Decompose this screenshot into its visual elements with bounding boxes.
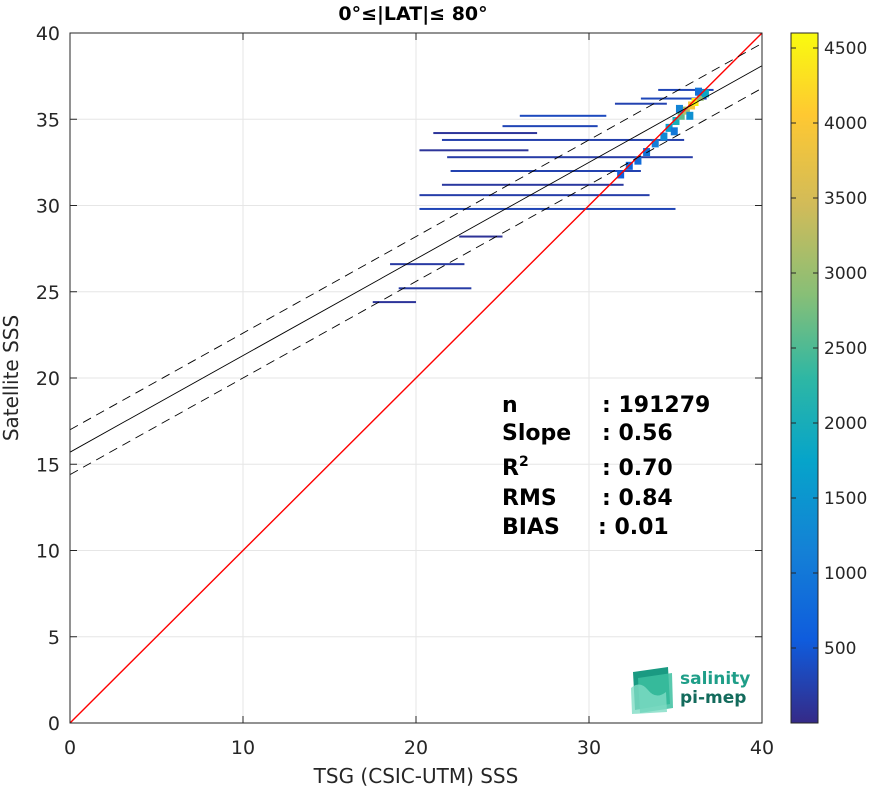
- stat-label-superscript: 2: [519, 454, 529, 470]
- density-cell: [651, 139, 659, 148]
- x-tick-label: 40: [750, 737, 774, 759]
- logo-text-line2: pi-mep: [680, 688, 746, 708]
- colorbar-tick-label: 3000: [824, 264, 867, 284]
- density-segment: [459, 235, 503, 238]
- stat-value: : 191279: [602, 393, 710, 418]
- stat-value: : 0.84: [602, 486, 673, 511]
- y-axis-label: Satellite SSS: [0, 315, 23, 441]
- y-tick-label: 35: [36, 109, 60, 131]
- density-segment: [390, 263, 465, 266]
- density-cell: [660, 132, 668, 141]
- colorbar-tick-label: 3500: [824, 189, 867, 209]
- grid: [70, 33, 762, 723]
- y-tick-label: 10: [36, 541, 60, 563]
- density-segment: [658, 88, 714, 91]
- density-segment: [433, 132, 538, 135]
- stat-value: : 0.01: [598, 515, 669, 540]
- stat-value: : 0.70: [602, 456, 673, 481]
- colorbar-tick-label: 1000: [824, 564, 867, 584]
- density-segment: [447, 156, 693, 159]
- fit-upper-line: [69, 42, 763, 431]
- regression-lines: [69, 32, 763, 724]
- density-segment: [450, 170, 641, 172]
- colorbar-tick-label: 4500: [824, 39, 867, 59]
- density-cell: [677, 111, 685, 120]
- stat-label: RMS: [502, 486, 557, 511]
- fit-line: [69, 65, 763, 453]
- x-tick-label: 10: [231, 737, 255, 759]
- density-cell: [634, 156, 642, 165]
- density-segment: [502, 125, 598, 128]
- x-axis-ticks: 0 10 20 30 40: [64, 33, 774, 759]
- density-cell: [694, 87, 702, 96]
- density-segment: [519, 114, 607, 117]
- colorbar-tick-label: 2500: [824, 339, 867, 359]
- x-axis-label: TSG (CSIC-UTM) SSS: [313, 764, 519, 788]
- density-cell: [672, 116, 680, 125]
- density-segment: [441, 138, 685, 141]
- y-tick-label: 40: [36, 23, 60, 45]
- logo-mark-icon: [631, 667, 673, 714]
- density-cell: [675, 104, 683, 113]
- stats-box: n : 191279 Slope : 0.56 R2 : 0.70 RMS : 0.84 BIA…: [502, 393, 710, 540]
- density-segment: [614, 102, 667, 105]
- y-tick-label: 5: [48, 627, 60, 649]
- colorbar-tick-label: 4000: [824, 114, 867, 134]
- y-tick-label: 20: [36, 368, 60, 390]
- x-tick-label: 30: [577, 737, 601, 759]
- salinity-pi-mep-logo: salinity pi-mep: [631, 667, 750, 714]
- logo-text-line1: salinity: [680, 669, 750, 689]
- y-tick-label: 15: [36, 454, 60, 476]
- density-cell: [696, 92, 704, 101]
- y-tick-label: 25: [36, 282, 60, 304]
- y-tick-label: 30: [36, 196, 60, 218]
- x-tick-label: 20: [404, 737, 428, 759]
- colorbar-tick-label: 1500: [824, 489, 867, 509]
- density-segment: [398, 287, 472, 290]
- density-segment: [640, 97, 707, 100]
- colorbar-tick-label: 500: [824, 639, 856, 659]
- density-cell: [643, 148, 651, 157]
- identity-line: [69, 32, 763, 724]
- stat-label: Slope: [502, 421, 571, 446]
- colorbar: [790, 32, 819, 724]
- density-segment: [419, 149, 529, 152]
- density-cell: [701, 89, 709, 98]
- density-segment: [441, 183, 624, 186]
- density-scatter: [372, 87, 714, 304]
- y-axis-ticks: 0 5 10 15 20 25 30 35 40: [36, 23, 762, 735]
- density-cell: [682, 106, 690, 115]
- density-cell: [691, 98, 699, 106]
- density-segment: [372, 301, 416, 304]
- density-cell: [665, 123, 673, 132]
- stat-label: R2: [502, 454, 529, 481]
- colorbar-ticks: 500 1000 1500 2000 2500 3000 3500 4000 4500: [791, 39, 867, 659]
- y-tick-label: 0: [48, 713, 60, 735]
- fit-lower-line: [69, 87, 763, 475]
- colorbar-tick-label: 2000: [824, 414, 867, 434]
- chart-title: 0°≤|LAT|≤ 80°: [338, 3, 487, 25]
- x-tick-label: 0: [64, 737, 76, 759]
- density-cell: [670, 127, 678, 136]
- stat-label: BIAS: [502, 515, 560, 540]
- density-cell: [686, 111, 694, 120]
- stat-label: n: [502, 393, 518, 418]
- density-segment: [419, 207, 676, 210]
- stat-value: : 0.56: [602, 421, 673, 446]
- density-segment: [419, 194, 650, 197]
